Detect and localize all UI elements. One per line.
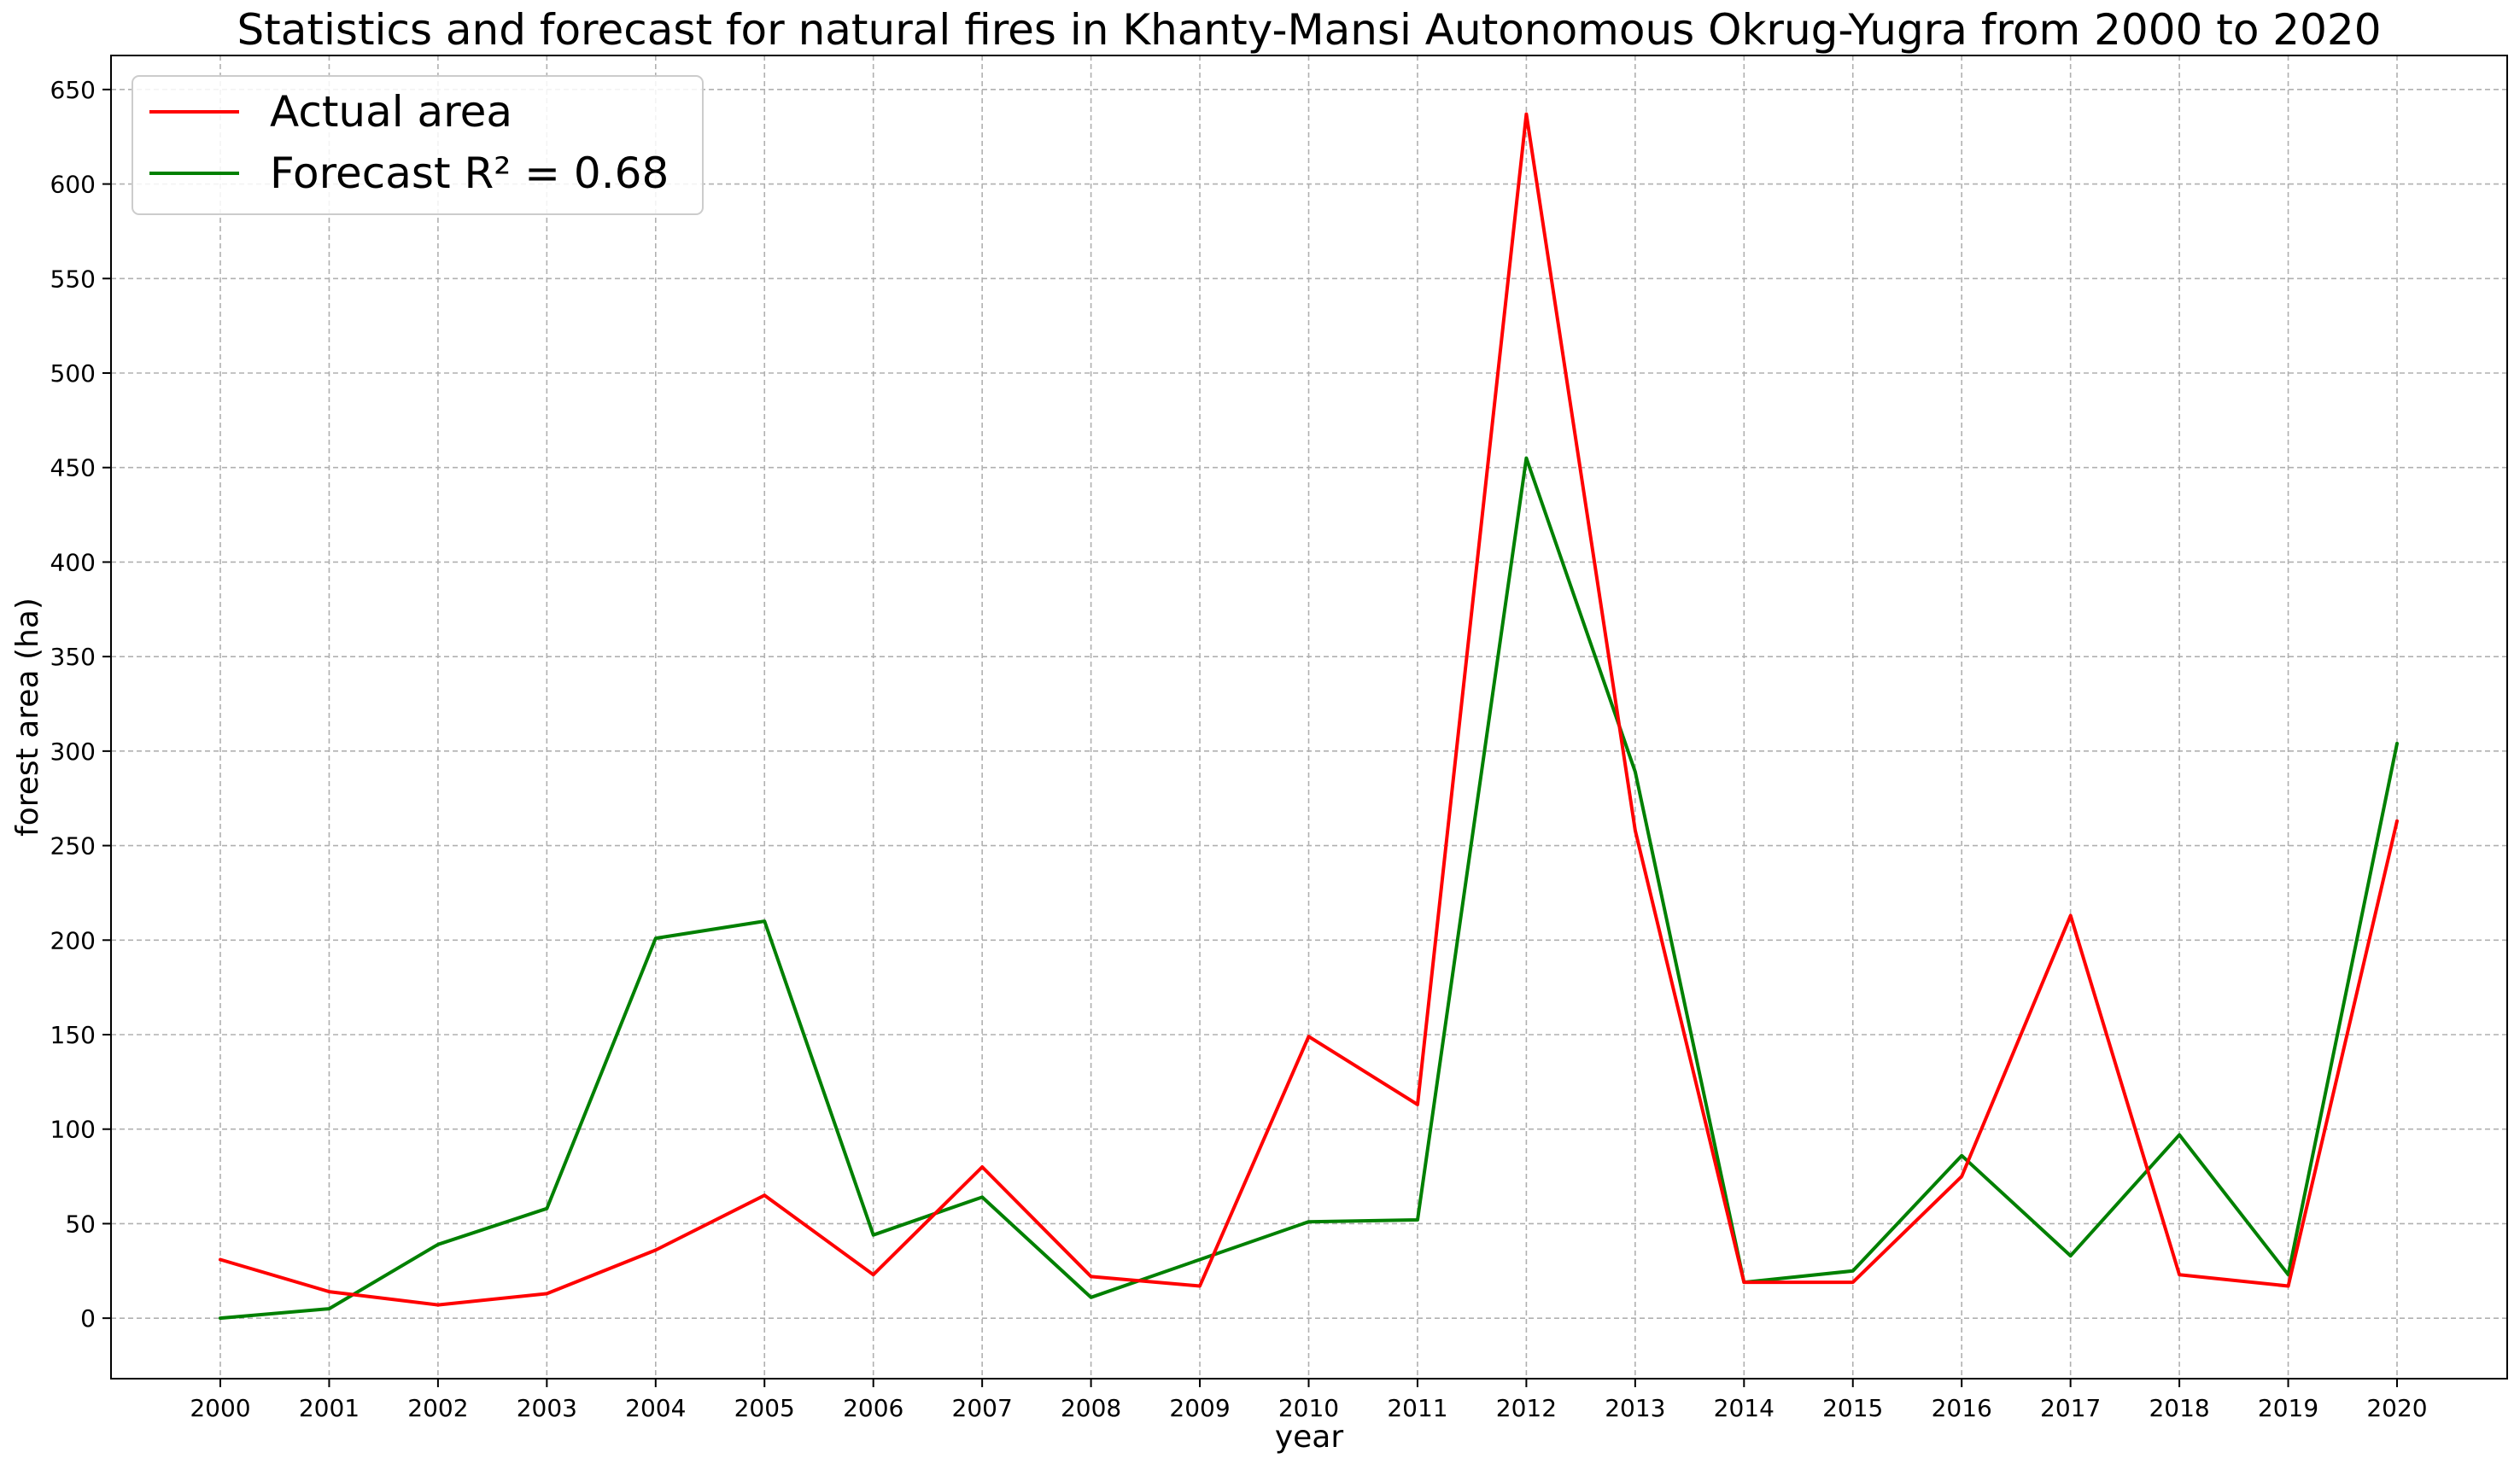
x-tick-label: 2020	[2366, 1394, 2427, 1422]
y-tick-label: 100	[50, 1116, 96, 1144]
y-tick-label: 300	[50, 738, 96, 766]
y-tick-label: 350	[50, 643, 96, 671]
x-tick-label: 2015	[1822, 1394, 1883, 1422]
y-axis-label: forest area (ha)	[10, 598, 45, 837]
legend: Actual area Forecast R² = 0.68	[132, 75, 704, 215]
x-tick-label: 2017	[2040, 1394, 2101, 1422]
y-tick-label: 200	[50, 926, 96, 954]
y-tick-label: 250	[50, 832, 96, 860]
x-tick-label: 2011	[1387, 1394, 1447, 1422]
x-tick-label: 2019	[2258, 1394, 2318, 1422]
y-tick-label: 400	[50, 548, 96, 576]
x-axis-label: year	[1275, 1420, 1344, 1455]
x-tick-label: 2009	[1169, 1394, 1230, 1422]
x-axis-ticks: 2000 2001 2002 2003 2004 2005 2006 2007 2008 2009…	[190, 1379, 2428, 1422]
y-tick-label: 50	[65, 1210, 96, 1238]
x-tick-label: 2014	[1714, 1394, 1775, 1422]
x-tick-label: 2008	[1061, 1394, 1121, 1422]
y-tick-label: 0	[80, 1304, 96, 1333]
series-lines	[219, 112, 2399, 1321]
x-tick-label: 2001	[299, 1394, 360, 1422]
series-line-actual-area	[219, 112, 2399, 1307]
x-tick-label: 2016	[1932, 1394, 1992, 1422]
x-tick-label: 2013	[1605, 1394, 1665, 1422]
y-tick-label: 550	[50, 265, 96, 293]
x-tick-label: 2005	[734, 1394, 795, 1422]
legend-label-actual-area: Actual area	[270, 87, 512, 137]
x-tick-label: 2018	[2149, 1394, 2209, 1422]
grid-lines	[111, 55, 2507, 1379]
y-tick-label: 650	[50, 76, 96, 104]
y-tick-label: 600	[50, 171, 96, 199]
x-tick-label: 2006	[843, 1394, 903, 1422]
y-tick-label: 500	[50, 359, 96, 388]
x-tick-label: 2000	[190, 1394, 250, 1422]
x-tick-label: 2003	[517, 1394, 577, 1422]
x-tick-label: 2004	[625, 1394, 686, 1422]
x-tick-label: 2010	[1278, 1394, 1339, 1422]
legend-box	[132, 75, 704, 215]
series-line-forecast	[219, 456, 2399, 1321]
y-tick-label: 150	[50, 1021, 96, 1049]
x-tick-label: 2012	[1496, 1394, 1557, 1422]
x-tick-label: 2002	[407, 1394, 468, 1422]
x-tick-label: 2007	[952, 1394, 1013, 1422]
y-tick-label: 450	[50, 454, 96, 482]
y-axis-ticks: 0 50 100 150 200 250 300 350 400 450 500 550 600 650	[50, 76, 111, 1333]
legend-label-forecast: Forecast R² = 0.68	[270, 149, 669, 198]
chart-title: Statistics and forecast for natural fire…	[237, 5, 2381, 55]
